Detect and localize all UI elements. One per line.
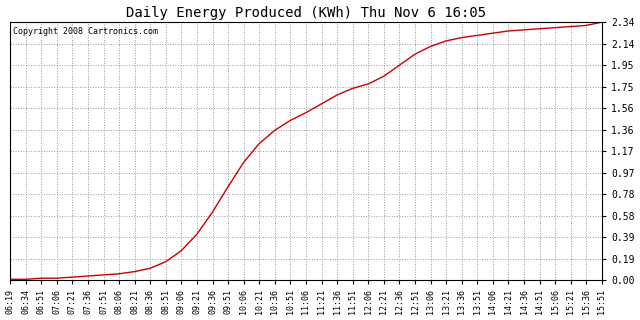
- Title: Daily Energy Produced (KWh) Thu Nov 6 16:05: Daily Energy Produced (KWh) Thu Nov 6 16…: [126, 5, 486, 20]
- Text: Copyright 2008 Cartronics.com: Copyright 2008 Cartronics.com: [13, 27, 158, 36]
